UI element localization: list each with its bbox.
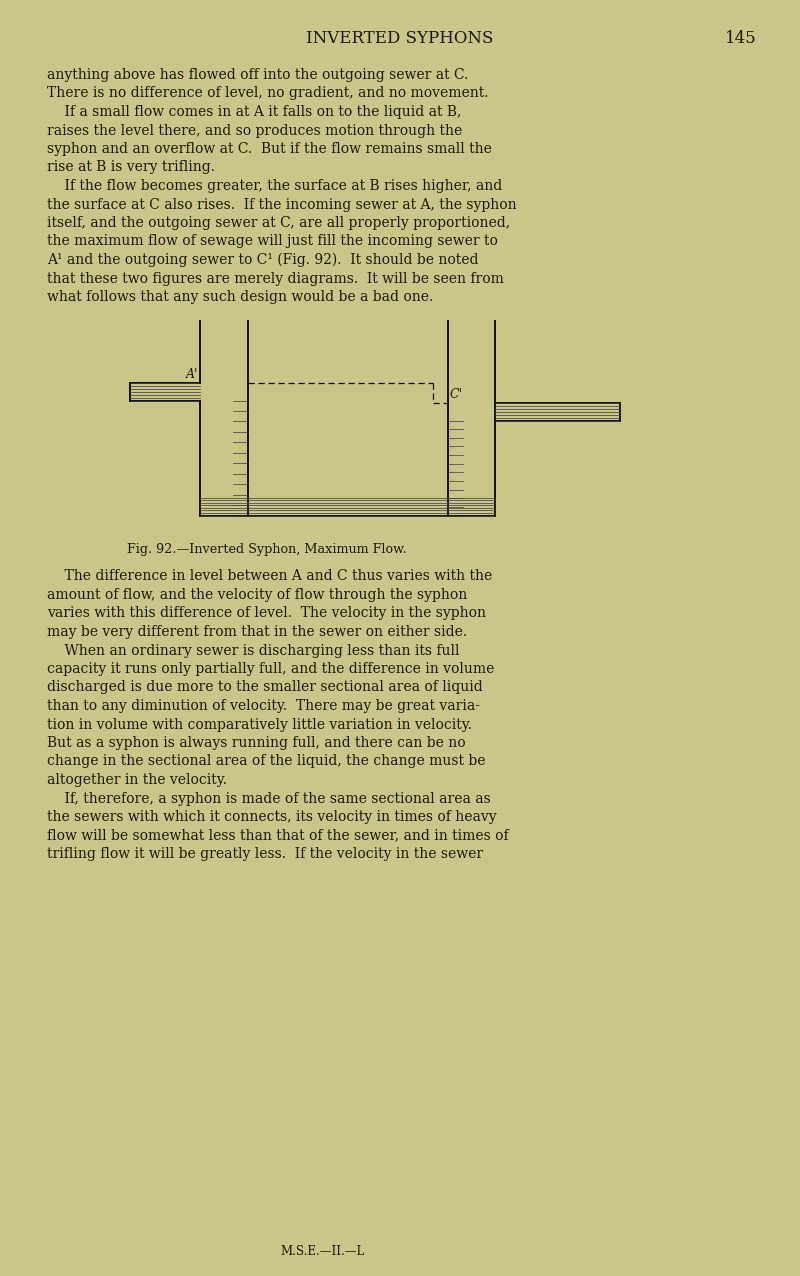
Text: change in the sectional area of the liquid, the change must be: change in the sectional area of the liqu…	[47, 754, 486, 768]
Text: the sewers with which it connects, its velocity in times of heavy: the sewers with which it connects, its v…	[47, 810, 497, 824]
Text: may be very different from that in the sewer on either side.: may be very different from that in the s…	[47, 625, 467, 639]
Text: trifling flow it will be greatly less.  If the velocity in the sewer: trifling flow it will be greatly less. I…	[47, 847, 483, 861]
Text: If the flow becomes greater, the surface at B rises higher, and: If the flow becomes greater, the surface…	[47, 179, 502, 193]
Text: than to any diminution of velocity.  There may be great varia-: than to any diminution of velocity. Ther…	[47, 699, 480, 713]
Text: Fig. 92.—Inverted Syphon, Maximum Flow.: Fig. 92.—Inverted Syphon, Maximum Flow.	[127, 544, 406, 556]
Text: M.S.E.—II.—L: M.S.E.—II.—L	[280, 1245, 364, 1258]
Text: that these two figures are merely diagrams.  It will be seen from: that these two figures are merely diagra…	[47, 272, 504, 286]
Text: INVERTED SYPHONS: INVERTED SYPHONS	[306, 31, 494, 47]
Text: A¹ and the outgoing sewer to C¹ (Fig. 92).  It should be noted: A¹ and the outgoing sewer to C¹ (Fig. 92…	[47, 253, 478, 268]
Text: flow will be somewhat less than that of the sewer, and in times of: flow will be somewhat less than that of …	[47, 828, 509, 842]
Text: If a small flow comes in at A it falls on to the liquid at B,: If a small flow comes in at A it falls o…	[47, 105, 462, 119]
Text: capacity it runs only partially full, and the difference in volume: capacity it runs only partially full, an…	[47, 662, 494, 676]
Text: There is no difference of level, no gradient, and no movement.: There is no difference of level, no grad…	[47, 87, 489, 101]
Text: what follows that any such design would be a bad one.: what follows that any such design would …	[47, 290, 434, 304]
Text: syphon and an overflow at C.  But if the flow remains small the: syphon and an overflow at C. But if the …	[47, 142, 492, 156]
Text: When an ordinary sewer is discharging less than its full: When an ordinary sewer is discharging le…	[47, 643, 459, 657]
Text: If, therefore, a syphon is made of the same sectional area as: If, therefore, a syphon is made of the s…	[47, 791, 490, 805]
Text: varies with this difference of level.  The velocity in the syphon: varies with this difference of level. Th…	[47, 606, 486, 620]
Text: A': A'	[186, 367, 198, 380]
Text: rise at B is very trifling.: rise at B is very trifling.	[47, 161, 215, 175]
Text: anything above has flowed off into the outgoing sewer at C.: anything above has flowed off into the o…	[47, 68, 468, 82]
Text: the surface at C also rises.  If the incoming sewer at A, the syphon: the surface at C also rises. If the inco…	[47, 198, 517, 212]
Text: C': C'	[450, 388, 463, 401]
Text: raises the level there, and so produces motion through the: raises the level there, and so produces …	[47, 124, 462, 138]
Text: amount of flow, and the velocity of flow through the syphon: amount of flow, and the velocity of flow…	[47, 588, 467, 602]
Text: tion in volume with comparatively little variation in velocity.: tion in volume with comparatively little…	[47, 717, 472, 731]
Text: But as a syphon is always running full, and there can be no: But as a syphon is always running full, …	[47, 736, 466, 750]
Text: the maximum flow of sewage will just fill the incoming sewer to: the maximum flow of sewage will just fil…	[47, 235, 498, 249]
Text: The difference in level between A and C thus varies with the: The difference in level between A and C …	[47, 569, 492, 583]
Text: discharged is due more to the smaller sectional area of liquid: discharged is due more to the smaller se…	[47, 680, 482, 694]
Text: itself, and the outgoing sewer at C, are all properly proportioned,: itself, and the outgoing sewer at C, are…	[47, 216, 510, 230]
Text: 145: 145	[726, 31, 757, 47]
Text: altogether in the velocity.: altogether in the velocity.	[47, 773, 227, 787]
